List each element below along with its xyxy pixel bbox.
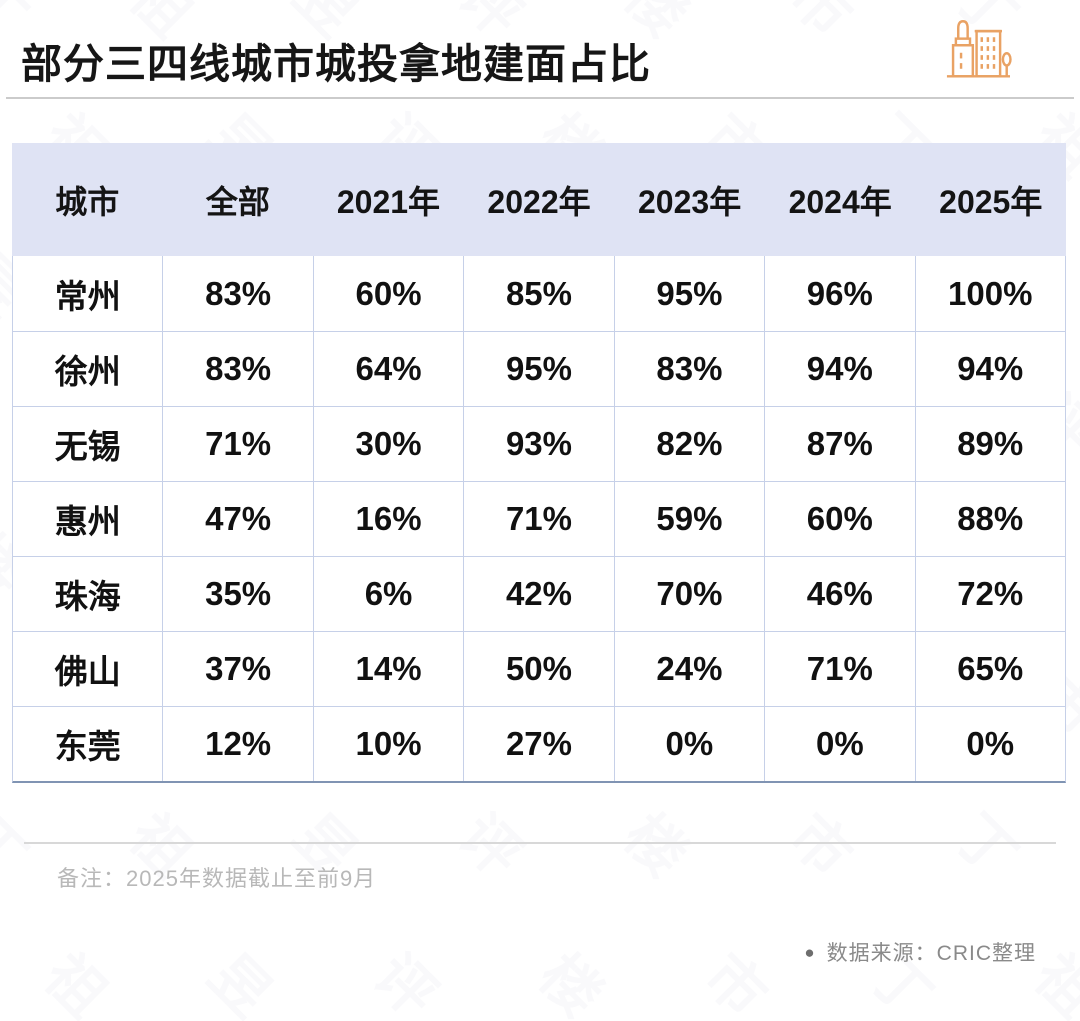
column-header: 2021年	[336, 183, 441, 220]
table-row: 无锡 71% 30% 93% 82% 87% 89%	[13, 406, 1065, 481]
city-cell: 佛山	[13, 632, 164, 706]
source-text: 数据来源：CRIC整理	[826, 942, 1036, 965]
value-cell: 72%	[957, 575, 1024, 612]
value-cell: 71%	[765, 632, 916, 706]
table-row: 佛山 37% 14% 50% 24% 71% 65%	[13, 631, 1065, 706]
value-cell: 83%	[615, 332, 766, 406]
value-cell: 71%	[163, 407, 314, 481]
column-header: 2024年	[788, 183, 892, 220]
value-cell: 71%	[464, 482, 615, 556]
value-cell: 64%	[314, 332, 465, 406]
value-cell: 88%	[957, 500, 1024, 537]
value-cell: 83%	[163, 256, 314, 331]
value-cell: 0%	[615, 707, 766, 781]
value-cell: 27%	[464, 707, 615, 781]
value-cell: 50%	[464, 632, 615, 706]
value-cell: 82%	[615, 407, 766, 481]
column-header: 2025年	[939, 183, 1043, 220]
data-table: 城市 全部 2021年 2022年 2023年 2024年 2025年 常州 83% 60% 85…	[12, 143, 1066, 783]
value-cell: 10%	[314, 707, 465, 781]
value-cell: 94%	[957, 350, 1024, 387]
value-cell: 83%	[163, 332, 314, 406]
column-header-city: 城市	[55, 183, 120, 220]
table-row: 惠州 47% 16% 71% 59% 60% 88%	[13, 481, 1065, 556]
value-cell: 24%	[615, 632, 766, 706]
city-cell: 常州	[13, 256, 164, 331]
title-divider	[6, 97, 1074, 99]
value-cell: 96%	[765, 256, 916, 331]
value-cell: 47%	[163, 482, 314, 556]
value-cell: 30%	[314, 407, 465, 481]
column-header: 2023年	[638, 183, 742, 220]
table-row: 常州 83% 60% 85% 95% 96% 100%	[13, 256, 1065, 331]
value-cell: 93%	[464, 407, 615, 481]
value-cell: 87%	[765, 407, 916, 481]
value-cell: 35%	[163, 557, 314, 631]
table-row: 珠海 35% 6% 42% 70% 46% 72%	[13, 556, 1065, 631]
page-title: 部分三四线城市城投拿地建面占比	[21, 41, 651, 87]
note-divider	[24, 842, 1056, 844]
value-cell: 0%	[966, 725, 1015, 762]
value-cell: 16%	[314, 482, 465, 556]
value-cell: 100%	[948, 274, 1033, 312]
value-cell: 0%	[765, 707, 916, 781]
value-cell: 65%	[957, 650, 1024, 687]
value-cell: 60%	[765, 482, 916, 556]
table-row: 东莞 12% 10% 27% 0% 0% 0%	[13, 706, 1065, 781]
value-cell: 14%	[314, 632, 465, 706]
value-cell: 95%	[615, 256, 766, 331]
value-cell: 37%	[163, 632, 314, 706]
city-cell: 东莞	[13, 707, 164, 781]
value-cell: 42%	[464, 557, 615, 631]
city-cell: 珠海	[13, 557, 164, 631]
value-cell: 94%	[765, 332, 916, 406]
value-cell: 95%	[464, 332, 615, 406]
city-cell: 惠州	[13, 482, 164, 556]
bullet-icon: ●	[804, 942, 816, 962]
table-row: 徐州 83% 64% 95% 83% 94% 94%	[13, 331, 1065, 406]
table-body: 常州 83% 60% 85% 95% 96% 100% 徐州 83% 64% 95% 83% 94% 94…	[12, 256, 1066, 783]
source-line: ● 数据来源：CRIC整理	[804, 937, 1036, 967]
city-cell: 无锡	[13, 407, 164, 481]
value-cell: 85%	[464, 256, 615, 331]
city-cell: 徐州	[13, 332, 164, 406]
buildings-icon	[946, 20, 1012, 78]
value-cell: 46%	[765, 557, 916, 631]
value-cell: 60%	[314, 256, 465, 331]
value-cell: 6%	[314, 557, 465, 631]
value-cell: 89%	[957, 425, 1024, 462]
value-cell: 12%	[163, 707, 314, 781]
column-header: 2022年	[487, 183, 591, 220]
table-header-row: 城市 全部 2021年 2022年 2023年 2024年 2025年	[12, 143, 1066, 256]
footnote: 备注：2025年数据截止至前9月	[57, 866, 377, 891]
column-header: 全部	[205, 183, 270, 220]
value-cell: 59%	[615, 482, 766, 556]
value-cell: 70%	[615, 557, 766, 631]
